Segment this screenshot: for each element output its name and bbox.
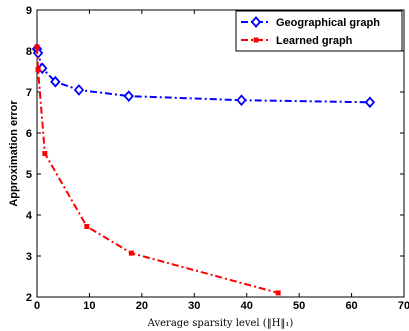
data-point [123,90,134,102]
data-point [128,250,134,256]
data-point [50,75,61,88]
x-tick-label: 10 [83,300,95,312]
data-point [250,16,262,28]
y-tick-label: 6 [26,128,32,140]
data-point [236,94,247,107]
series-line [36,48,370,104]
y-tick-label: 2 [26,292,32,304]
x-axis-ticks: 0 10 20 30 40 50 60 70 [34,10,409,312]
y-tick-label: 8 [26,46,32,58]
series-line [36,46,279,294]
x-tick-label: 50 [293,300,305,312]
data-point [73,84,85,96]
x-tick-label: 20 [136,300,148,312]
legend-box [235,10,403,52]
data-point [275,290,281,296]
legend-entry: Geographical graph [241,16,380,29]
plot-area-border [36,9,405,298]
legend-label: Learned graph [276,35,353,47]
y-tick-label: 4 [26,210,33,222]
y-tick-label: 7 [26,87,32,99]
y-axis-ticks: 2 3 4 5 6 7 8 9 [26,5,404,304]
data-point [35,66,41,72]
series-geographical-graph [31,43,376,109]
axes-frame [36,9,405,298]
data-point [253,37,259,43]
data-point [84,223,90,229]
data-point [364,96,376,109]
x-tick-label: 70 [398,300,409,312]
legend: Geographical graph Learned graph [235,10,403,52]
series-layer [31,43,376,296]
x-tick-label: 60 [345,300,357,312]
y-tick-label: 5 [26,169,32,181]
legend-entry: Learned graph [241,35,353,47]
series-learned-graph [34,44,281,296]
y-tick-label: 3 [26,251,32,263]
y-axis-label: Approximation error [8,100,20,207]
x-tick-label: 40 [241,300,253,312]
data-point [34,44,40,50]
x-tick-label: 30 [188,300,200,312]
data-point [42,151,48,156]
y-tick-label: 9 [26,5,32,17]
x-tick-label: 0 [34,300,40,312]
x-axis-label: Average sparsity level (‖H‖₁) [147,318,294,329]
legend-label: Geographical graph [276,17,380,29]
